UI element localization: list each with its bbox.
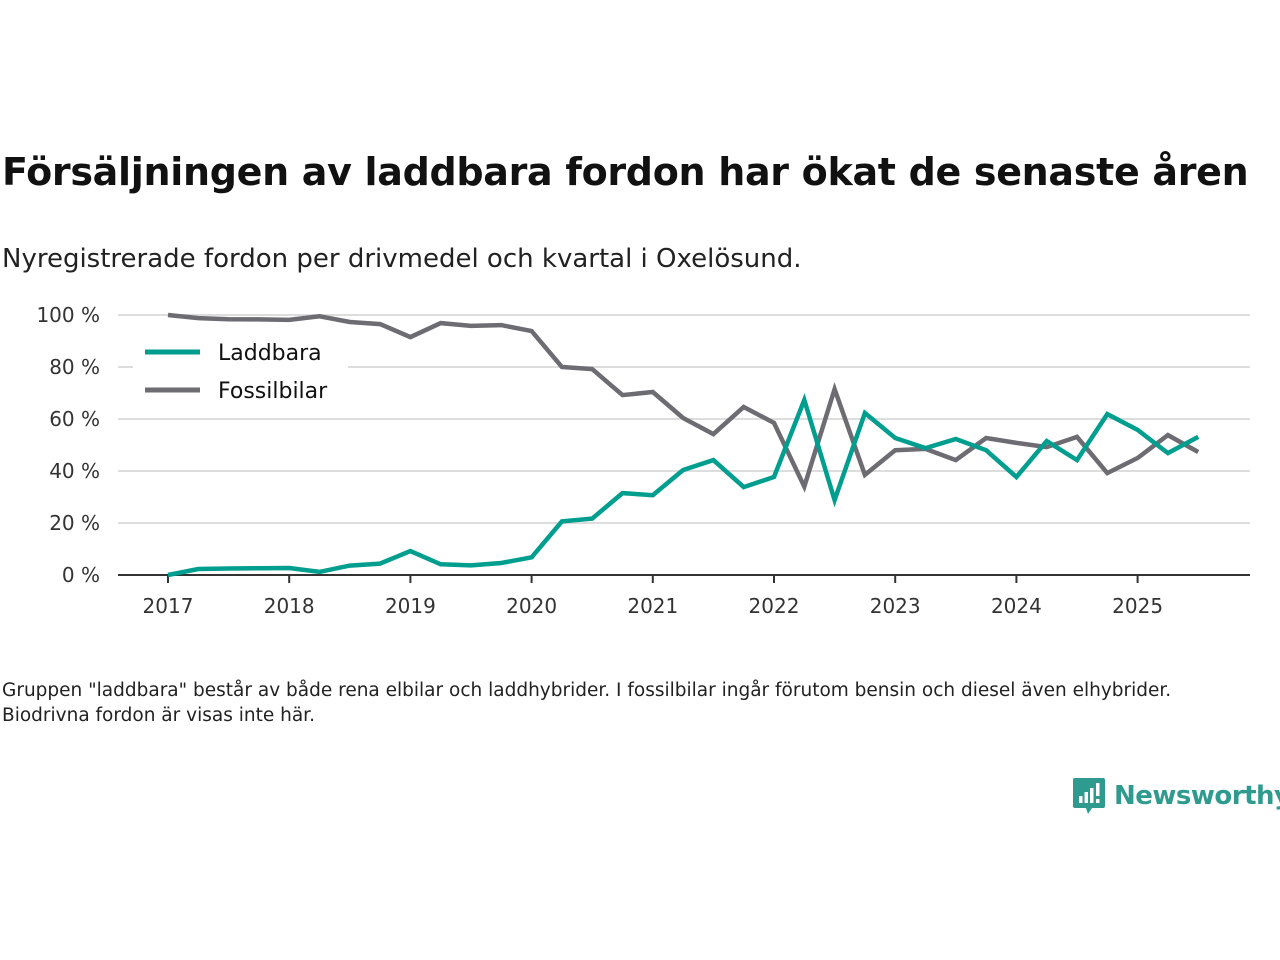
x-tick-label: 2024	[991, 594, 1042, 618]
y-tick-label: 60 %	[49, 407, 100, 431]
line-chart: 0 % 20 % 40 % 60 % 80 % 100 % 2017 2018 2019 202…	[36, 303, 1250, 618]
y-tick-label: 0 %	[62, 563, 100, 587]
x-tick-label: 2020	[506, 594, 557, 618]
x-tick-label: 2017	[143, 594, 194, 618]
x-tick-label: 2025	[1112, 594, 1163, 618]
chart-subtitle: Nyregistrerade fordon per drivmedel och …	[2, 244, 802, 274]
series-line-fossilbilar	[167, 312, 1200, 493]
newsworthy-logo-icon	[1073, 778, 1105, 814]
footnote: Gruppen "laddbara" består av både rena e…	[2, 680, 1172, 726]
series-lines	[167, 312, 1200, 578]
series-line-laddbara	[167, 393, 1200, 578]
y-axis: 0 % 20 % 40 % 60 % 80 % 100 %	[36, 303, 100, 587]
legend: Laddbara Fossilbilar	[133, 335, 348, 415]
newsworthy-logo: Newsworthy	[1072, 776, 1280, 816]
y-tick-label: 40 %	[49, 459, 100, 483]
x-tick-label: 2018	[264, 594, 315, 618]
x-axis: 2017 2018 2019 2020 2021 2022 2023 2024 2025	[118, 574, 1250, 618]
x-tick-label: 2023	[870, 594, 921, 618]
legend-label: Fossilbilar	[218, 379, 328, 404]
chart-title: Försäljningen av laddbara fordon har öka…	[2, 150, 1249, 194]
x-tick-label: 2019	[385, 594, 436, 618]
y-tick-label: 80 %	[49, 355, 100, 379]
x-tick-label: 2022	[749, 594, 800, 618]
brand-name: Newsworthy	[1114, 781, 1280, 811]
legend-background	[133, 335, 348, 415]
y-tick-label: 100 %	[36, 303, 100, 327]
y-tick-label: 20 %	[49, 511, 100, 535]
legend-label: Laddbara	[218, 341, 322, 366]
x-tick-label: 2021	[627, 594, 678, 618]
